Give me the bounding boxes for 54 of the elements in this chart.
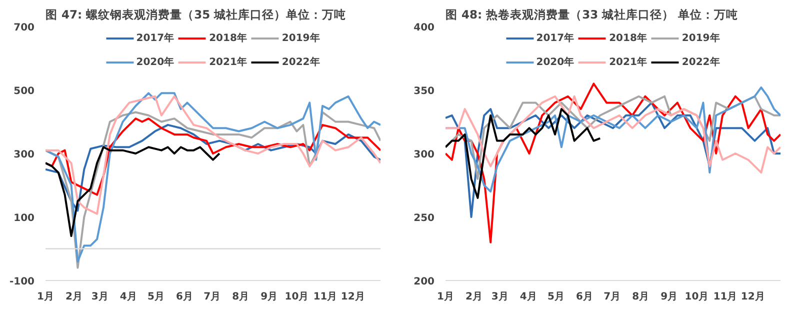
x-tick-label: 10月 <box>684 292 709 302</box>
x-tick-label: 9月 <box>660 292 678 302</box>
x-tick-label: 5月 <box>147 292 164 302</box>
legend-label: 2017年 <box>536 32 574 45</box>
x-tick-label: 11月 <box>313 292 338 302</box>
x-tick-label: 12月 <box>340 292 365 302</box>
x-tick-label: 8月 <box>232 292 250 302</box>
y-tick-label: 300 <box>14 150 35 160</box>
x-tick-label: 2月 <box>66 292 83 302</box>
legend-label: 2018年 <box>209 32 247 45</box>
x-tick-label: 7月 <box>604 292 621 302</box>
legend-label: 2022年 <box>682 56 720 69</box>
x-tick-label: 1月 <box>437 292 454 302</box>
y-tick-label: -100 <box>9 276 35 288</box>
legend-label: 2022年 <box>282 56 320 69</box>
y-tick-label: 300 <box>414 150 435 160</box>
chart-title: 图 48: 热卷表观消费量（33 城社库口径） 单位：万吨 <box>446 8 738 22</box>
line-series <box>46 124 380 212</box>
legend-label: 2021年 <box>209 56 247 69</box>
legend-label: 2019年 <box>282 32 320 45</box>
x-tick-label: 3月 <box>91 292 108 302</box>
legend-label: 2019年 <box>682 32 720 45</box>
y-tick-label: 400 <box>414 22 435 34</box>
x-tick-label: 8月 <box>632 292 650 302</box>
legend-label: 2020年 <box>536 56 574 69</box>
x-tick-label: 9月 <box>260 292 278 302</box>
x-tick-label: 6月 <box>176 292 193 302</box>
legend-label: 2021年 <box>609 56 647 69</box>
y-tick-label: 100 <box>14 213 35 224</box>
x-tick-label: 1月 <box>37 292 54 302</box>
x-tick-label: 5月 <box>547 292 564 302</box>
legend-label: 2020年 <box>136 56 174 69</box>
y-tick-label: 200 <box>414 276 435 288</box>
line-series <box>446 102 780 218</box>
line-series <box>46 95 380 215</box>
legend-label: 2017年 <box>136 32 174 45</box>
line-series <box>46 146 220 238</box>
chart-title: 图 47: 螺纹钢表观消费量（35 城社库口径）单位：万吨 <box>46 8 346 22</box>
x-tick-label: 11月 <box>713 292 738 302</box>
y-tick-label: 350 <box>414 86 435 97</box>
x-tick-label: 4月 <box>120 292 137 302</box>
x-tick-label: 3月 <box>491 292 508 302</box>
x-tick-label: 6月 <box>576 292 593 302</box>
line-series <box>446 82 780 244</box>
x-tick-label: 7月 <box>204 292 221 302</box>
x-tick-label: 12月 <box>740 292 765 302</box>
line-series <box>446 108 602 199</box>
y-tick-label: 500 <box>14 86 35 97</box>
legend-label: 2018年 <box>609 32 647 45</box>
x-tick-label: 10月 <box>284 292 309 302</box>
y-tick-label: 700 <box>14 22 35 34</box>
x-tick-label: 2月 <box>466 292 483 302</box>
x-tick-label: 4月 <box>520 292 537 302</box>
y-tick-label: 250 <box>414 213 435 224</box>
